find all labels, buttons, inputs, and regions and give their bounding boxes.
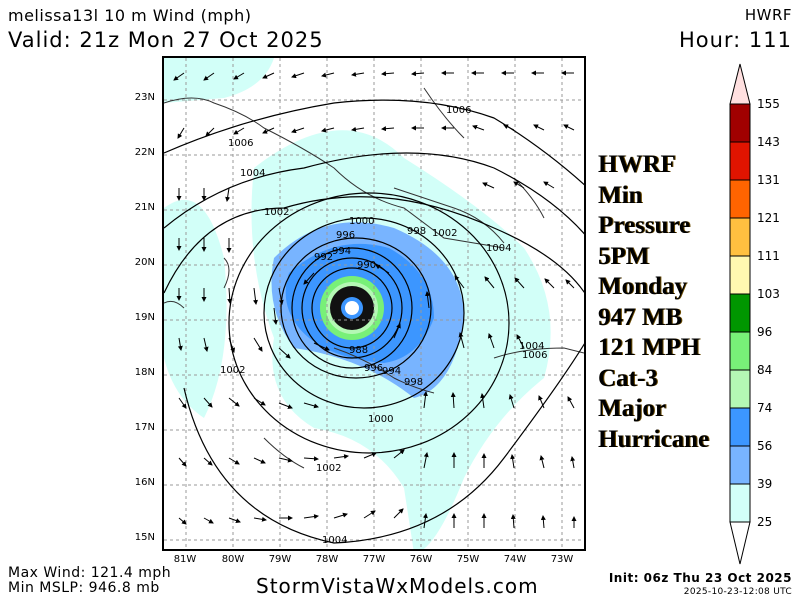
svg-text:1004: 1004 xyxy=(519,341,544,352)
svg-text:1000: 1000 xyxy=(349,216,374,227)
colorbar-label: 39 xyxy=(757,477,773,491)
init-time: Init: 06z Thu 23 Oct 2025 xyxy=(608,571,792,585)
isobar-label-group: 1006 1006 1004 1002 1000 998 996 994 992… xyxy=(220,105,547,546)
generated-timestamp: 2025-10-23-12:08 UTC xyxy=(683,587,792,597)
brand-watermark: StormVistaWxModels.com xyxy=(256,574,539,598)
eyewall xyxy=(320,276,384,340)
annotation-line: 5PM xyxy=(598,242,650,270)
valid-time: Valid: 21z Mon 27 Oct 2025 xyxy=(8,28,324,52)
lon-label: 74W xyxy=(503,554,527,565)
svg-text:992: 992 xyxy=(314,252,333,263)
svg-text:996: 996 xyxy=(336,230,355,241)
svg-text:996: 996 xyxy=(364,363,383,374)
colorbar-label: 111 xyxy=(757,249,780,263)
svg-text:1006: 1006 xyxy=(228,138,253,149)
model-name: HWRF xyxy=(744,6,792,24)
svg-text:994: 994 xyxy=(332,246,351,257)
wind-map: 1006 1006 1004 1002 1000 998 996 994 992… xyxy=(162,56,586,551)
annotation-line: Monday xyxy=(598,273,687,300)
lat-label: 18N xyxy=(134,367,155,378)
storm-summary-annotation: HWRF Min Pressure 5PM Monday 947 MB 121 … xyxy=(598,150,709,455)
colorbar-label: 103 xyxy=(757,287,780,301)
lat-label: 21N xyxy=(134,202,155,213)
lon-label: 75W xyxy=(456,554,480,565)
svg-text:1002: 1002 xyxy=(264,207,289,218)
colorbar-label: 84 xyxy=(757,363,773,377)
storm-stats: Max Wind: 121.4 mph Min MSLP: 946.8 mb xyxy=(8,566,171,596)
annotation-line: Pressure xyxy=(598,212,691,239)
lat-label: 16N xyxy=(134,477,155,488)
lat-label: 15N xyxy=(134,532,155,543)
colorbar-label: 74 xyxy=(757,401,773,415)
svg-text:1004: 1004 xyxy=(240,168,265,179)
svg-text:998: 998 xyxy=(404,377,423,388)
svg-text:1002: 1002 xyxy=(220,365,245,376)
colorbar-label: 56 xyxy=(757,439,773,453)
coastlines xyxy=(164,87,584,469)
lat-lon-grid xyxy=(164,58,584,549)
lat-label: 17N xyxy=(134,422,155,433)
svg-text:1006: 1006 xyxy=(446,105,471,116)
lat-label: 20N xyxy=(134,257,155,268)
wind-field-graphic: 1006 1006 1004 1002 1000 998 996 994 992… xyxy=(164,58,584,549)
annotation-line: 947 MB xyxy=(598,303,683,331)
svg-text:1004: 1004 xyxy=(322,535,347,546)
wind-vectors xyxy=(173,70,577,529)
lon-label: 80W xyxy=(221,554,245,565)
annotation-line: Cat-3 xyxy=(598,364,658,392)
annotation-line: Major xyxy=(598,395,667,422)
colorbar-bottom-arrow-icon xyxy=(729,521,751,565)
min-mslp: Min MSLP: 946.8 mb xyxy=(8,580,160,596)
lat-label: 22N xyxy=(134,147,155,158)
colorbar-label: 25 xyxy=(757,515,773,529)
svg-text:1006: 1006 xyxy=(522,350,547,361)
lon-label: 76W xyxy=(409,554,433,565)
annotation-line: Hurricane xyxy=(598,425,710,453)
svg-text:998: 998 xyxy=(407,226,426,237)
annotation-line: Min xyxy=(598,181,643,209)
svg-text:988: 988 xyxy=(349,345,368,356)
annotation-line: 121 MPH xyxy=(598,334,701,361)
svg-text:1002: 1002 xyxy=(432,228,457,239)
annotation-line: HWRF xyxy=(598,151,676,178)
lon-label: 73W xyxy=(550,554,574,565)
lon-label: 77W xyxy=(362,554,386,565)
lon-label: 81W xyxy=(173,554,197,565)
forecast-hour: Hour: 111 xyxy=(678,28,792,52)
colorbar-label: 96 xyxy=(757,325,773,339)
svg-text:1000: 1000 xyxy=(368,414,393,425)
colorbar-label: 155 xyxy=(757,97,780,111)
svg-text:990: 990 xyxy=(357,260,376,271)
chart-title: melissa13l 10 m Wind (mph) xyxy=(8,6,252,25)
lon-label: 79W xyxy=(268,554,292,565)
svg-text:994: 994 xyxy=(382,366,401,377)
colorbar-legend xyxy=(729,63,751,565)
lon-label: 78W xyxy=(315,554,339,565)
colorbar-top-arrow-icon xyxy=(729,63,751,105)
colorbar-label: 121 xyxy=(757,211,780,225)
colorbar-label: 131 xyxy=(757,173,780,187)
svg-text:1004: 1004 xyxy=(486,243,511,254)
lat-label: 23N xyxy=(134,92,155,103)
svg-text:1002: 1002 xyxy=(316,463,341,474)
colorbar-label: 143 xyxy=(757,135,780,149)
lat-label: 19N xyxy=(134,312,155,323)
max-wind: Max Wind: 121.4 mph xyxy=(8,565,172,581)
